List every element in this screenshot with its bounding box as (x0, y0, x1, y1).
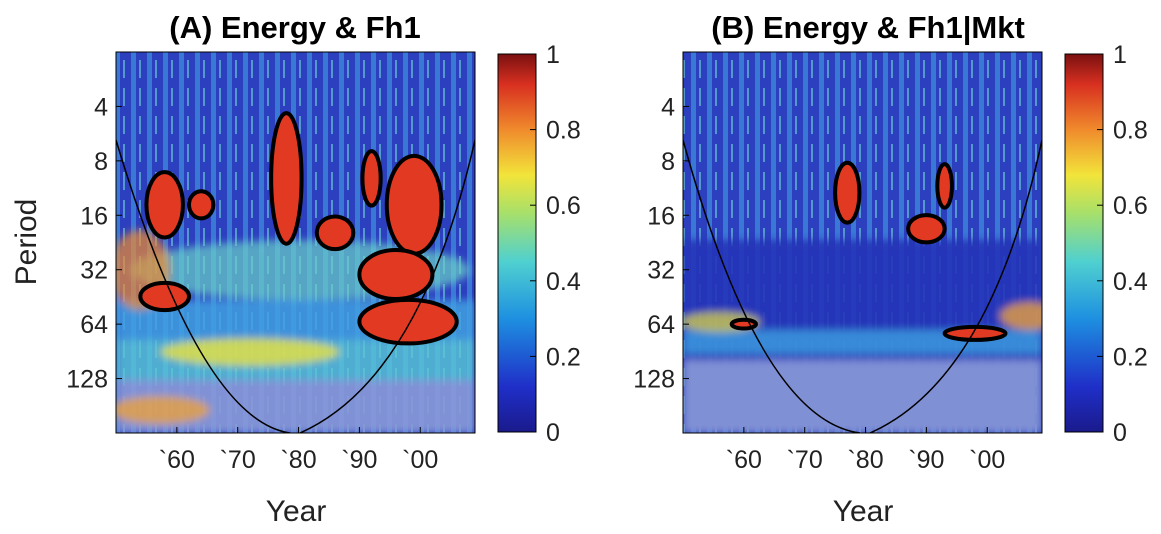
panel-a-colorbar-tick-label: 0.8 (546, 117, 581, 145)
panel-b-x-ticks: `60 `70 `80 `90 `00 (726, 427, 1005, 474)
panel-a-cone-of-influence (116, 139, 475, 433)
panel-a-significant-region-0 (144, 170, 185, 240)
panel-b-y-tick-label: 16 (647, 202, 675, 230)
panel-a-significant-region-6 (357, 247, 435, 301)
panel-a-colorbar (497, 53, 537, 433)
panel-b-colorbar-tick-label: 0.2 (1113, 343, 1148, 371)
panel-a-x-tick-label: `80 (280, 446, 316, 474)
panel-b-y-tick-label: 8 (661, 148, 675, 176)
panel-a-y-tick-label: 32 (80, 257, 108, 285)
panel-b-x-tick-label: `00 (969, 446, 1005, 474)
panel-a-plot-area (116, 52, 475, 433)
panel-a-colorbar-tick-label: 0.6 (546, 192, 581, 220)
panel-b-plot-area (683, 52, 1042, 433)
panel-b-significant-region-1 (906, 213, 947, 245)
panel-a-x-tick-label: `90 (341, 446, 377, 474)
panel-a-colorbar-tick-label: 0 (546, 419, 560, 447)
panel-a-x-tick-label: `00 (402, 446, 438, 474)
panel-a-significant-region-1 (187, 189, 216, 221)
panel-a-x-tick-label: `70 (220, 446, 256, 474)
panel-b-colorbar-tick-label: 0.6 (1113, 192, 1148, 220)
panel-a-significant-region-4 (360, 149, 383, 208)
panel-b-y-tick-label: 64 (647, 311, 675, 339)
panel-b-colorbar-tick-label: 1 (1113, 41, 1127, 69)
panel-b-title: (B) Energy & Fh1|Mkt (711, 10, 1025, 45)
panel-a-significant-region-8 (138, 280, 192, 313)
panel-a-x-tick-label: `60 (159, 446, 195, 474)
panel-a-colorbar-tick-label: 1 (546, 41, 560, 69)
panel-a-y-tick-label: 64 (80, 311, 108, 339)
panel-a-y-tick-label: 4 (94, 93, 108, 121)
panel-b-y-tick-label: 4 (661, 93, 675, 121)
panel-b-y-tick-label: 128 (633, 366, 675, 394)
panel-b-significant-region-2 (935, 162, 954, 210)
panel-b-frame (682, 51, 1043, 434)
panel-a-y-ticks: 4 8 16 32 64 128 (66, 93, 122, 394)
panel-b-x-tick-label: `70 (787, 446, 823, 474)
panel-b-colorbar-tick-label: 0.4 (1113, 268, 1148, 296)
panel-a-x-label: Year (266, 495, 327, 528)
panel-b-significant-region-3 (942, 324, 1008, 342)
panel-a-y-tick-label: 16 (80, 202, 108, 230)
panel-b-colorbar-tick-label: 0.8 (1113, 117, 1148, 145)
panel-a-y-tick-label: 8 (94, 148, 108, 176)
panel-b-x-tick-label: `80 (847, 446, 883, 474)
panel-b-colorbar (1064, 53, 1104, 433)
panel-a-colorbar-tick-label: 0.4 (546, 268, 581, 296)
panel-b-x-tick-label: `90 (908, 446, 944, 474)
panel-b-x-label: Year (833, 495, 894, 528)
panel-b-colorbar-ticks: 0 0.2 0.4 0.6 0.8 1 (1097, 41, 1148, 447)
panel-b: (B) Energy & Fh1|Mkt `60 `70 `80 `90 `00 4 8 1… (633, 10, 1148, 528)
panel-b-colorbar-tick-label: 0 (1113, 419, 1127, 447)
panel-b-y-tick-label: 32 (647, 257, 675, 285)
panel-a-frame (115, 51, 476, 434)
panel-a-x-ticks: `60 `70 `80 `90 `00 (159, 427, 438, 474)
panel-b-y-ticks: 4 8 16 32 64 128 (633, 93, 689, 394)
panel-b-significant-region-4 (729, 317, 759, 331)
panel-a-colorbar-ticks: 0 0.2 0.4 0.6 0.8 1 (530, 41, 581, 447)
panel-b-significant-region-0 (833, 160, 862, 225)
panel-a-significant-region-7 (357, 297, 459, 346)
panel-a-title: (A) Energy & Fh1 (169, 10, 420, 45)
panel-a-significant-region-3 (314, 214, 356, 252)
panel-b-regions (729, 160, 1008, 342)
panel-b-cone-of-influence (683, 139, 1042, 433)
panel-a-significant-region-2 (269, 111, 304, 246)
panel-a: (A) Energy & Fh1 `60 `70 `80 `90 `00 4 8 16 32 6… (10, 10, 581, 528)
panel-a-y-tick-label: 128 (66, 366, 108, 394)
panel-a-colorbar-tick-label: 0.2 (546, 343, 581, 371)
panel-a-significant-region-5 (384, 153, 444, 256)
panel-a-y-label: Period (10, 199, 43, 286)
panel-b-x-tick-label: `60 (726, 446, 762, 474)
